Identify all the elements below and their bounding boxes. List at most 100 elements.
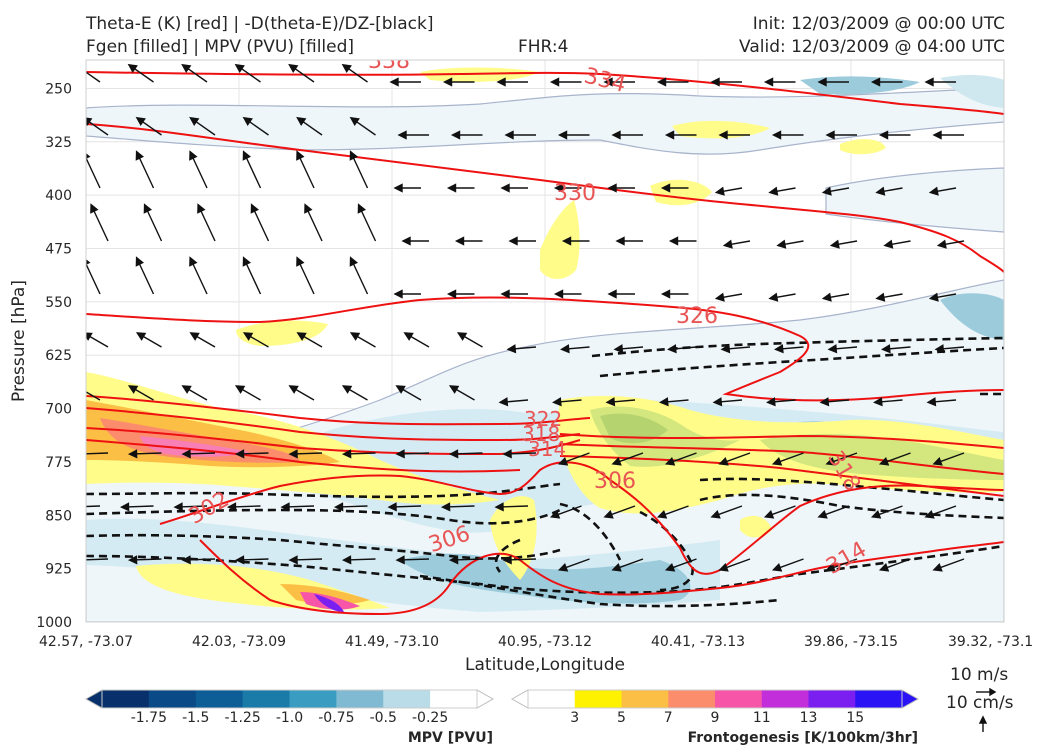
wind-arrowhead <box>714 292 725 302</box>
wind-arrowhead <box>296 256 305 267</box>
colorbar-segment <box>430 690 478 708</box>
x-tick-label: 42.57, -73.07 <box>39 634 133 650</box>
wind-arrow <box>86 71 101 83</box>
wind-arrow <box>247 334 269 348</box>
wind-arrowhead <box>448 449 459 459</box>
fgen-fill <box>420 67 540 82</box>
wind-arrowhead <box>456 332 468 341</box>
wind-arrowhead <box>763 77 774 87</box>
wind-arrowhead <box>189 116 200 127</box>
fgen-colorbar: 3 5 7 9 11 13 15 <box>510 689 920 726</box>
wind-arrowhead <box>829 239 840 249</box>
colorbar-tick-label: 3 <box>570 710 579 726</box>
wind-arrow <box>125 505 154 508</box>
x-tick-label: 41.49, -73.10 <box>345 634 439 650</box>
colorbar-segment <box>808 690 856 708</box>
init-time: Init: 12/03/2009 @ 00:00 UTC <box>752 14 1005 34</box>
wind-arrowhead <box>296 150 305 161</box>
colorbar-tick-label: -0.25 <box>412 710 448 726</box>
colorbar-extend-left <box>510 689 529 709</box>
wind-arrowhead <box>446 289 457 299</box>
wind-arrowhead <box>448 385 460 394</box>
wind-arrow <box>351 261 369 295</box>
wind-arrow <box>611 399 636 403</box>
x-tick-label: 39.86, -73.15 <box>804 634 898 650</box>
wind-arrow <box>86 262 101 295</box>
wind-arrowhead <box>181 63 192 74</box>
wind-arrow <box>833 346 858 350</box>
colorbar-tick-label: -1.25 <box>225 710 261 726</box>
colorbar-tick-label: -1.75 <box>131 710 167 726</box>
wind-arrow <box>137 261 155 295</box>
wind-arrow <box>86 391 101 401</box>
wind-arrow <box>133 558 162 561</box>
colorbar-segment <box>242 690 290 708</box>
mpv-fill <box>940 293 1004 340</box>
wind-arrowhead <box>401 236 411 246</box>
wind-arrowhead <box>664 563 676 572</box>
wind-arrowhead <box>766 397 776 407</box>
wind-arrowhead <box>395 385 406 394</box>
wind-arrow <box>252 208 270 242</box>
wind-arrow <box>554 505 582 517</box>
wind-arrowhead <box>189 256 198 267</box>
colorbar-segment <box>336 690 384 708</box>
wind-arrowhead <box>934 344 945 354</box>
wind-arrow <box>875 505 903 517</box>
wind-arrowhead <box>242 332 254 341</box>
wind-arrow <box>937 452 965 464</box>
fgen-fill <box>100 418 300 463</box>
wind-arrowhead <box>502 449 512 459</box>
wind-arrowhead <box>450 130 461 140</box>
colorbar-extend-left <box>84 689 103 709</box>
wind-arrow <box>137 155 155 189</box>
wind-arrow <box>878 399 903 403</box>
wind-arrow <box>723 452 751 464</box>
wind-arrowhead <box>870 77 881 87</box>
x-tick-label: 42.03, -73.09 <box>192 634 286 650</box>
wind-arrowhead <box>932 457 943 466</box>
wind-arrowhead <box>197 203 206 214</box>
wind-arrowhead <box>825 457 836 466</box>
fgen-fill <box>280 584 370 605</box>
theta-e-label: 318 <box>522 422 560 446</box>
wind-arrow <box>293 452 323 455</box>
colorbar-segment <box>195 690 244 708</box>
wind-arrowhead <box>135 116 146 127</box>
wind-arrow <box>292 387 315 401</box>
wind-arrow <box>669 558 697 570</box>
wind-arrowhead <box>127 555 138 565</box>
colorbar-segment <box>528 690 576 708</box>
wind-arrow <box>306 208 323 242</box>
wind-arrowhead <box>607 183 617 193</box>
fgen-fill <box>840 139 886 155</box>
wind-key-horizontal-arrow <box>976 687 997 697</box>
wind-arrowhead <box>234 385 246 394</box>
wind-vectors <box>86 63 965 572</box>
x-tick-label: 40.95, -73.12 <box>498 634 592 650</box>
wind-arrow <box>185 66 208 83</box>
wind-arrow <box>562 558 590 570</box>
wind-arrowhead <box>819 397 830 407</box>
wind-arrow <box>240 558 269 561</box>
wind-arrowhead <box>878 563 890 572</box>
wind-arrow <box>139 119 162 136</box>
wind-arrowhead <box>557 457 569 466</box>
wind-arrow <box>354 334 376 348</box>
colorbar-extend-right <box>901 689 920 709</box>
wind-arrowhead <box>127 63 138 74</box>
colorbar-segment <box>383 690 431 708</box>
y-tick-label: 625 <box>45 348 72 364</box>
wind-arrow <box>345 66 368 83</box>
wind-arrowhead <box>446 183 457 193</box>
wind-arrowhead <box>771 563 783 572</box>
wind-arrow <box>768 505 796 517</box>
fgen-fill <box>672 120 770 139</box>
wind-arrowhead <box>776 239 787 249</box>
wind-arrowhead <box>341 449 352 459</box>
wind-arrow <box>886 346 911 350</box>
wind-arrowhead <box>881 344 891 354</box>
plot-frame <box>85 59 1005 623</box>
wind-arrowhead <box>395 555 405 565</box>
wind-arrow <box>723 558 751 570</box>
